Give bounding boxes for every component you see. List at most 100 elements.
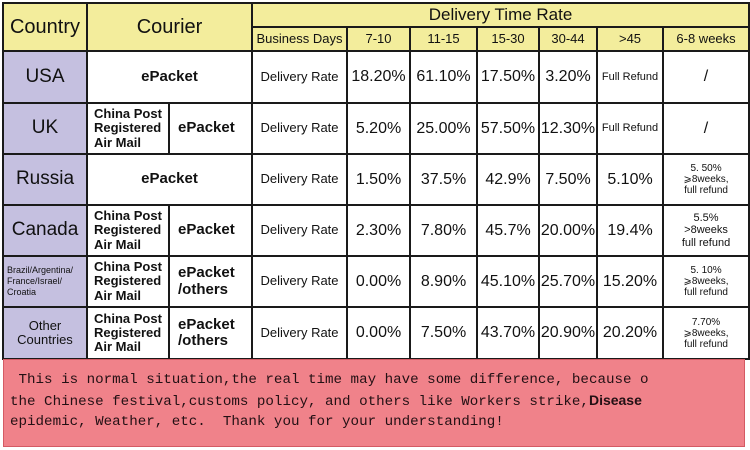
country-cell: UK [2,102,88,155]
country-cell: Canada [2,204,88,257]
courier-line: Registered [94,120,162,136]
rate-value: 18.20% [346,50,412,104]
courier-line: /others [178,332,229,349]
range-header: 7-10 [346,26,412,52]
late-delivery-note: 5. 50% ⩾8weeks, full refund [662,153,750,206]
note-line: epidemic, Weather, etc. Thank you for yo… [10,414,504,430]
courier-cell: ePacket [85,153,254,206]
late-delivery-note: 5. 10% ⩾8weeks, full refund [662,255,750,308]
courier-line: Air Mail [94,134,141,150]
courier-cell: ePacket [85,50,254,104]
country-cell: Brazil/Argentina/ France/Israel/ Croatia [2,255,88,308]
rate-value: 43.70% [476,306,541,360]
note-line: >8weeks [684,224,728,237]
rate-value: 20.20% [596,306,665,360]
rate-value: 7.50% [409,306,479,360]
rate-value: 1.50% [346,153,412,206]
range-header: 11-15 [409,26,479,52]
table-row: UK China Post Registered Air Mail ePacke… [2,102,750,155]
rate-value: 20.00% [538,204,599,257]
country-cell: Russia [2,153,88,206]
courier-line: Registered [94,222,162,238]
late-delivery-note: 5.5% >8weeks full refund [662,204,750,257]
rate-value: 45.7% [476,204,541,257]
table-row: Other Countries China Post Registered Ai… [2,306,750,360]
note-line: the Chinese festival,customs policy, and… [10,390,744,412]
rate-value: 5.10% [596,153,665,206]
courier-header: Courier [85,2,254,52]
courier-china-post: China Post Registered Air Mail [86,204,170,257]
note-line: full refund [684,338,728,350]
courier-china-post: China Post Registered Air Mail [86,102,170,155]
rate-value: 3.20% [538,50,599,104]
rate-value: / [662,102,750,155]
note-line: 5. 10% [690,265,722,276]
rate-value: 25.00% [409,102,479,155]
range-header: 6-8 weeks [662,26,750,52]
delivery-rate-label: Delivery Rate [251,102,349,155]
note-text: the Chinese festival,customs policy, and… [10,394,589,410]
rate-value: 20.90% [538,306,599,360]
rate-value: 2.30% [346,204,412,257]
delivery-time-rate-header: Delivery Time Rate [251,2,750,28]
rate-value: 15.20% [596,255,665,308]
rate-value: 0.00% [346,306,412,360]
rate-value: 8.90% [409,255,479,308]
delivery-rate-label: Delivery Rate [251,153,349,206]
rate-value: 0.00% [346,255,412,308]
rate-value: 42.9% [476,153,541,206]
courier-epacket: ePacket /others [167,306,254,360]
table-row: Russia ePacket Delivery Rate 1.50% 37.5%… [2,153,750,206]
range-header: 30-44 [538,26,599,52]
country-header: Country [2,2,88,52]
rate-value: 5.20% [346,102,412,155]
courier-line: Air Mail [94,339,141,355]
rate-value: 37.5% [409,153,479,206]
courier-line: ePacket [178,221,235,239]
rate-value: 57.50% [476,102,541,155]
rate-value: 61.10% [409,50,479,104]
note-line: 5.5% [693,212,719,225]
late-delivery-note: 7.70% ⩾8weeks, full refund [662,306,750,360]
delivery-rate-label: Delivery Rate [251,204,349,257]
rate-value: Full Refund [596,50,665,104]
country-line: France/Israel/ [7,275,63,286]
country-line: Croatia [7,287,37,298]
note-line: full refund [681,236,731,249]
note-line: ⩾8weeks, [683,174,729,185]
courier-line: ePacket [178,315,235,333]
table-row: Canada China Post Registered Air Mail eP… [2,204,750,257]
rate-value: 45.10% [476,255,541,308]
note-line: This is normal situation,the real time m… [10,372,649,388]
note-line: ⩾8weeks, [683,276,729,287]
rate-value: 25.70% [538,255,599,308]
delivery-rate-label: Delivery Rate [251,306,349,360]
courier-line: China Post [94,310,162,326]
courier-line: China Post [94,106,162,122]
rate-value: 12.30% [538,102,599,155]
courier-line: Air Mail [94,236,141,252]
note-line: full refund [684,185,728,196]
rate-value: Full Refund [596,102,665,155]
courier-line: China Post [94,259,162,275]
table-row: Brazil/Argentina/ France/Israel/ Croatia… [2,255,750,308]
note-emphasis: Disease [588,392,642,408]
rate-value: / [662,50,750,104]
table-row: USA ePacket Delivery Rate 18.20% 61.10% … [2,50,750,104]
delivery-rate-table: Country Courier Delivery Time Rate Busin… [2,2,750,360]
courier-epacket: ePacket [167,102,254,155]
courier-line: Air Mail [94,287,141,303]
range-header: 15-30 [476,26,541,52]
delivery-rate-label: Delivery Rate [251,50,349,104]
courier-line: Registered [94,273,162,289]
courier-china-post: China Post Registered Air Mail [86,306,170,360]
rate-value: 17.50% [476,50,541,104]
courier-epacket: ePacket [167,204,254,257]
rate-value: 19.4% [596,204,665,257]
business-days-header: Business Days [251,26,349,52]
note-line: ⩾8weeks, [683,327,729,339]
note-line: 5. 50% [690,163,722,174]
delivery-rate-label: Delivery Rate [251,255,349,308]
rate-value: 7.80% [409,204,479,257]
country-cell: USA [2,50,88,104]
